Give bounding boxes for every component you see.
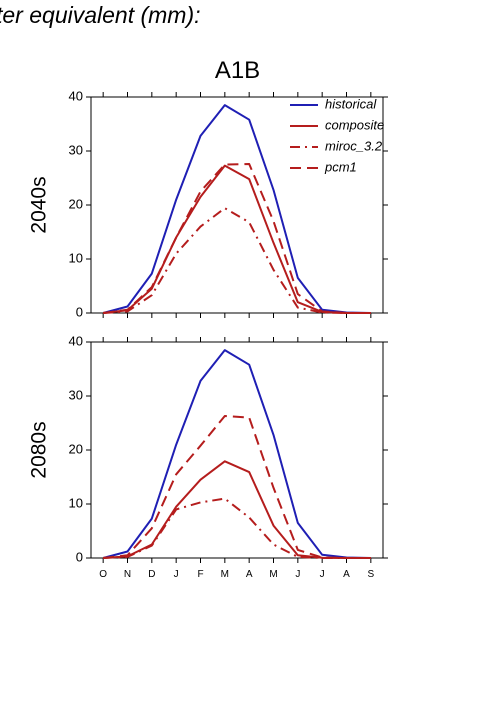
y-tick-label: 0 — [76, 304, 83, 319]
y-tick-label: 40 — [69, 88, 83, 103]
legend-label-composite: composite — [325, 117, 384, 132]
legend: historical composite miroc_3.2 pcm1 — [290, 96, 384, 174]
x-tick-label: J — [320, 569, 325, 580]
x-tick-label: J — [174, 569, 179, 580]
panel-label: 2080s — [28, 421, 51, 478]
x-tick-label: M — [269, 569, 277, 580]
x-tick-label: J — [295, 569, 300, 580]
series-line-pcm1 — [103, 163, 371, 314]
x-tick-label: M — [221, 569, 229, 580]
y-tick-label: 20 — [69, 196, 83, 211]
x-tick-label: D — [148, 569, 155, 580]
series-line-pcm1 — [103, 415, 371, 559]
scenario-title: A1B — [214, 57, 261, 84]
x-tick-label: N — [124, 569, 131, 580]
panel-label: 2040s — [28, 176, 51, 233]
x-tick-label: A — [246, 569, 253, 580]
x-tick-label: S — [367, 569, 374, 580]
x-tick-label: A — [343, 569, 350, 580]
y-tick-label: 30 — [69, 387, 83, 402]
legend-label-historical: historical — [325, 96, 377, 111]
x-tick-label: F — [197, 569, 203, 580]
y-tick-label: 0 — [76, 549, 83, 564]
series-line-composite — [103, 460, 371, 559]
series-line-historical — [102, 104, 371, 314]
series-line-historical — [102, 349, 371, 559]
y-tick-label: 10 — [69, 250, 83, 265]
series-line-miroc_3.2 — [103, 497, 371, 559]
page-title: ter equivalent (mm): — [0, 2, 201, 28]
legend-label-miroc_3.2: miroc_3.2 — [325, 138, 383, 153]
y-tick-label: 30 — [69, 142, 83, 157]
y-tick-label: 20 — [69, 441, 83, 456]
chart-panel-2080s: 0 10 20 30 40 O N D J F M A M J J A S 2080s — [28, 333, 388, 580]
legend-label-pcm1: pcm1 — [324, 159, 357, 174]
plot-frame — [90, 341, 384, 559]
y-tick-label: 40 — [69, 333, 83, 348]
chart-panel-2040s: 0 10 20 30 40 2040s historical composite miroc_3… — [28, 88, 388, 319]
y-tick-label: 10 — [69, 495, 83, 510]
x-tick-label: O — [99, 569, 107, 580]
series-line-composite — [103, 164, 371, 314]
